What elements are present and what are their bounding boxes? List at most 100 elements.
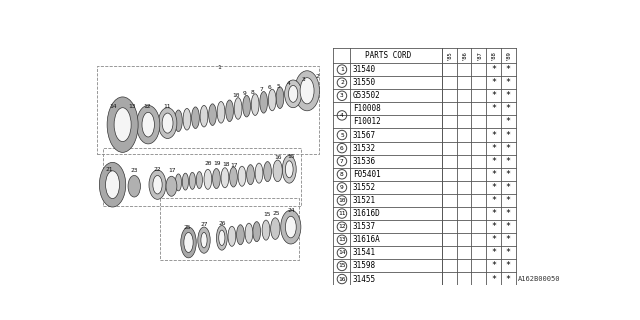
- Text: *: *: [491, 275, 496, 284]
- Text: *: *: [506, 196, 511, 205]
- Ellipse shape: [200, 105, 208, 127]
- Ellipse shape: [245, 223, 253, 243]
- Text: *: *: [506, 248, 511, 257]
- Text: 31567: 31567: [353, 131, 376, 140]
- Text: 11: 11: [163, 104, 170, 109]
- Text: 12: 12: [338, 224, 346, 229]
- Text: *: *: [506, 65, 511, 74]
- Text: *: *: [491, 157, 496, 166]
- Ellipse shape: [149, 170, 166, 199]
- Ellipse shape: [99, 162, 125, 207]
- Text: 12: 12: [143, 104, 151, 109]
- Text: *: *: [506, 235, 511, 244]
- Ellipse shape: [285, 216, 296, 238]
- Text: 18: 18: [222, 162, 230, 167]
- Text: 15: 15: [287, 154, 294, 159]
- Ellipse shape: [182, 173, 189, 190]
- Ellipse shape: [221, 168, 229, 188]
- Text: *: *: [506, 275, 511, 284]
- Text: *: *: [506, 78, 511, 87]
- Ellipse shape: [216, 226, 227, 250]
- Text: 19: 19: [213, 161, 221, 166]
- Ellipse shape: [198, 227, 210, 253]
- Text: 7: 7: [259, 87, 263, 92]
- Text: *: *: [506, 170, 511, 179]
- Ellipse shape: [237, 225, 244, 245]
- Text: 31550: 31550: [353, 78, 376, 87]
- Text: *: *: [506, 183, 511, 192]
- Text: 4: 4: [287, 81, 291, 86]
- Text: *: *: [491, 144, 496, 153]
- Text: '86: '86: [461, 51, 467, 60]
- Ellipse shape: [212, 169, 220, 188]
- Ellipse shape: [209, 104, 216, 125]
- Text: 31616A: 31616A: [353, 235, 381, 244]
- Text: F10012: F10012: [353, 117, 381, 126]
- Text: 4: 4: [340, 113, 344, 118]
- Text: '88: '88: [491, 51, 496, 60]
- Ellipse shape: [230, 167, 237, 187]
- Text: *: *: [491, 65, 496, 74]
- Text: G53502: G53502: [353, 91, 381, 100]
- Ellipse shape: [196, 172, 202, 188]
- Text: 14: 14: [338, 250, 346, 255]
- Text: *: *: [506, 209, 511, 218]
- Ellipse shape: [142, 112, 154, 137]
- Ellipse shape: [252, 94, 259, 116]
- Text: 31540: 31540: [353, 65, 376, 74]
- Ellipse shape: [153, 175, 162, 194]
- Ellipse shape: [268, 89, 276, 111]
- Text: 17: 17: [168, 168, 176, 173]
- Text: *: *: [491, 196, 496, 205]
- Text: 20: 20: [205, 161, 212, 166]
- Text: 6: 6: [340, 146, 344, 151]
- Ellipse shape: [128, 175, 140, 197]
- Ellipse shape: [253, 222, 260, 242]
- Ellipse shape: [294, 71, 319, 111]
- Text: 10: 10: [338, 198, 346, 203]
- Ellipse shape: [106, 171, 120, 198]
- Text: 9: 9: [340, 185, 344, 190]
- Text: 14: 14: [109, 104, 116, 109]
- Text: *: *: [491, 235, 496, 244]
- Text: 11: 11: [338, 211, 346, 216]
- Text: *: *: [506, 222, 511, 231]
- Text: 1: 1: [218, 65, 221, 70]
- Text: '89: '89: [506, 51, 511, 60]
- Text: 31552: 31552: [353, 183, 376, 192]
- Ellipse shape: [166, 176, 177, 196]
- Ellipse shape: [189, 172, 195, 189]
- Text: 26: 26: [218, 221, 225, 226]
- Text: 31537: 31537: [353, 222, 376, 231]
- Ellipse shape: [289, 85, 298, 102]
- Text: *: *: [491, 183, 496, 192]
- Ellipse shape: [238, 166, 246, 186]
- Text: *: *: [491, 104, 496, 113]
- Text: F10008: F10008: [353, 104, 381, 113]
- Text: 25: 25: [273, 211, 280, 216]
- Text: '87: '87: [476, 51, 481, 60]
- Text: *: *: [491, 78, 496, 87]
- Text: 22: 22: [154, 167, 161, 172]
- Ellipse shape: [107, 97, 138, 152]
- Text: *: *: [491, 248, 496, 257]
- Text: *: *: [506, 157, 511, 166]
- Ellipse shape: [228, 226, 236, 246]
- Ellipse shape: [243, 95, 250, 117]
- Text: 15: 15: [263, 212, 271, 217]
- Text: PARTS CORD: PARTS CORD: [365, 51, 411, 60]
- Ellipse shape: [226, 100, 234, 122]
- Text: 9: 9: [243, 91, 246, 96]
- Text: *: *: [506, 144, 511, 153]
- Ellipse shape: [300, 78, 314, 104]
- Text: 31521: 31521: [353, 196, 376, 205]
- Text: 5: 5: [340, 132, 344, 138]
- Ellipse shape: [162, 113, 173, 133]
- Text: 6: 6: [268, 85, 272, 90]
- Ellipse shape: [234, 98, 242, 119]
- Ellipse shape: [260, 92, 268, 113]
- Ellipse shape: [114, 108, 131, 141]
- Text: 27: 27: [200, 222, 208, 227]
- Ellipse shape: [136, 105, 160, 144]
- Ellipse shape: [183, 108, 191, 130]
